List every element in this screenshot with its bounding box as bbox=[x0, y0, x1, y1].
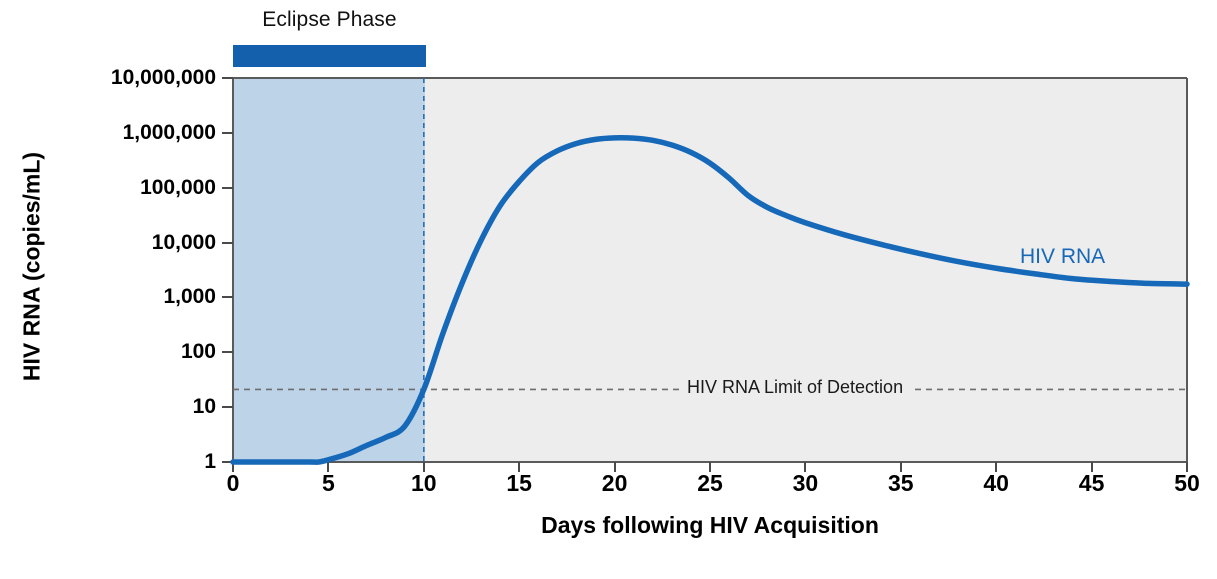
y-tick-mark bbox=[222, 406, 233, 409]
x-tick-label: 15 bbox=[506, 470, 532, 496]
x-tick-mark bbox=[804, 462, 807, 472]
series-label-hiv-rna: HIV RNA bbox=[1020, 245, 1106, 268]
x-tick-label: 35 bbox=[888, 470, 914, 496]
x-tick-mark bbox=[709, 462, 711, 472]
y-tick-mark bbox=[222, 351, 233, 354]
x-tick-mark bbox=[613, 462, 616, 472]
y-axis-tick-labels: 10,000,000 1,000,000 100,000 10,000 1,000 100… bbox=[0, 0, 216, 579]
plot-top-border bbox=[233, 77, 1187, 79]
x-tick-label: 40 bbox=[983, 470, 1009, 496]
eclipse-phase-shaded-region bbox=[233, 78, 425, 462]
y-tick-label: 10,000 bbox=[151, 230, 216, 254]
x-tick-mark bbox=[232, 462, 234, 472]
plot-right-border bbox=[1186, 78, 1188, 463]
y-tick-mark bbox=[222, 296, 233, 299]
y-tick-label: 10 bbox=[192, 395, 216, 419]
x-tick-mark bbox=[899, 462, 902, 472]
x-tick-label: 45 bbox=[1078, 470, 1105, 496]
y-tick-mark bbox=[222, 77, 233, 79]
y-tick-label: 10,000,000 bbox=[110, 66, 216, 89]
y-tick-mark bbox=[222, 241, 233, 244]
y-tick-label: 1,000,000 bbox=[122, 120, 216, 144]
x-tick-label: 10 bbox=[411, 470, 437, 496]
y-tick-mark bbox=[222, 186, 233, 189]
x-tick-label: 20 bbox=[601, 470, 628, 496]
x-tick-mark bbox=[327, 462, 330, 472]
x-tick-mark bbox=[995, 462, 998, 472]
x-tick-label: 30 bbox=[792, 470, 819, 496]
x-tick-label: 50 bbox=[1174, 470, 1200, 496]
x-tick-mark bbox=[518, 462, 521, 472]
x-tick-label: 5 bbox=[321, 470, 335, 496]
x-tick-mark bbox=[1186, 462, 1188, 472]
eclipse-phase-legend-bar bbox=[233, 45, 426, 67]
limit-of-detection-label: HIV RNA Limit of Detection bbox=[680, 377, 911, 398]
y-tick-label: 100,000 bbox=[140, 175, 216, 199]
y-tick-label: 1 bbox=[204, 450, 216, 473]
x-tick-mark bbox=[1090, 462, 1093, 472]
x-axis-title: Days following HIV Acquisition bbox=[541, 512, 879, 538]
x-tick-mark bbox=[422, 462, 425, 472]
x-tick-label: 25 bbox=[697, 470, 723, 496]
x-tick-label: 0 bbox=[226, 470, 240, 496]
y-tick-label: 1,000 bbox=[163, 285, 216, 309]
y-tick-mark bbox=[222, 461, 233, 463]
y-tick-mark bbox=[222, 131, 233, 134]
y-tick-label: 100 bbox=[180, 340, 216, 364]
eclipse-phase-legend-label: Eclipse Phase bbox=[262, 8, 397, 31]
